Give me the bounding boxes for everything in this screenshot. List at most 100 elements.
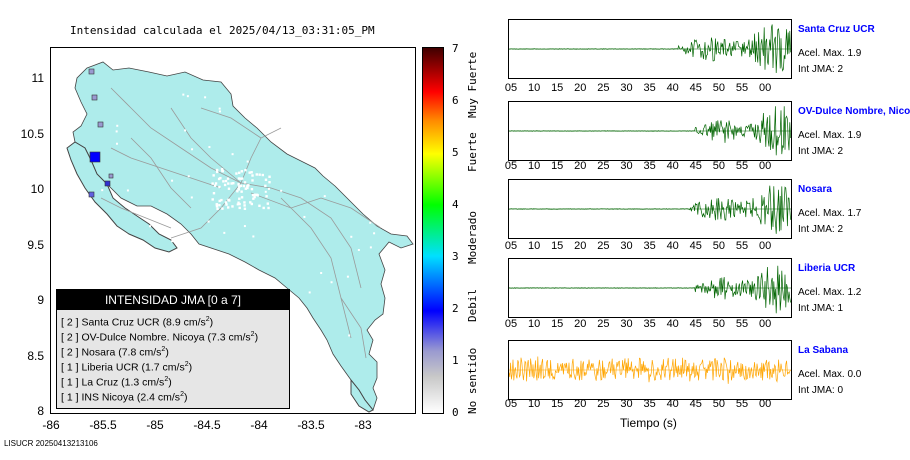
- city-dot: [101, 189, 104, 192]
- waveform-time-tick: 45: [689, 82, 702, 94]
- city-dot: [237, 177, 241, 180]
- city-dot: [331, 134, 334, 137]
- legend-accel-sup: 2: [250, 331, 255, 338]
- station-marker[interactable]: [91, 94, 98, 101]
- map-canvas: [66, 61, 414, 413]
- station-marker[interactable]: [97, 121, 104, 128]
- waveform-time-tick: 40: [666, 160, 679, 172]
- city-dot: [190, 196, 193, 199]
- road: [170, 107, 242, 184]
- city-dot: [255, 193, 259, 197]
- city-dot: [280, 189, 283, 192]
- city-dot: [330, 281, 333, 284]
- station-name: Liberia UCR: [798, 263, 856, 274]
- city-dot: [212, 192, 216, 195]
- colorbar-label-muy-fuerte: Muy Fuerte: [466, 51, 479, 118]
- city-dot: [282, 128, 285, 131]
- waveform-time-tick: 15: [551, 318, 564, 330]
- legend-station: Santa Cruz UCR: [81, 316, 160, 329]
- waveform-time-tick: 05: [504, 398, 518, 410]
- city-dot: [115, 142, 118, 145]
- city-dot: [184, 129, 187, 132]
- colorbar-number: 1: [452, 354, 459, 367]
- city-dot: [255, 173, 258, 176]
- map-y-tick: 10: [30, 182, 44, 196]
- city-dot: [308, 291, 311, 294]
- road: [200, 107, 262, 139]
- waveform-time-tick: 55: [735, 398, 749, 410]
- waveform-time-tick: 35: [643, 240, 656, 252]
- city-dot: [224, 179, 228, 183]
- city-dot: [171, 240, 174, 243]
- city-dot: [208, 146, 211, 149]
- intensity-legend: INTENSIDAD JMA [0 a 7] [ 2 ] Santa Cruz …: [56, 289, 290, 409]
- intensity-colorbar: [422, 47, 444, 414]
- station-marker[interactable]: [108, 173, 114, 179]
- waveform-time-tick: 00: [758, 160, 772, 172]
- legend-level: [ 2 ]: [61, 331, 79, 344]
- city-dot: [264, 184, 267, 188]
- waveform-time-tick: 30: [620, 160, 633, 172]
- station-marker[interactable]: [88, 191, 95, 198]
- city-dot: [258, 204, 261, 207]
- city-dot: [250, 187, 254, 191]
- station-marker[interactable]: [88, 68, 95, 75]
- city-dot: [266, 202, 270, 205]
- waveform-time-tick: 00: [758, 318, 772, 330]
- city-dot: [246, 160, 249, 163]
- waveform-panel[interactable]: [508, 19, 792, 79]
- waveform-panel[interactable]: [508, 258, 792, 318]
- station-accel-max: Acel. Max. 1.2: [798, 287, 862, 298]
- city-dot: [227, 187, 231, 190]
- waveform-panel[interactable]: [508, 340, 792, 400]
- city-dot: [251, 193, 255, 197]
- waveform-time-tick: 20: [574, 160, 587, 172]
- waveform-time-tick: 40: [666, 398, 679, 410]
- legend-level: [ 2 ]: [61, 316, 79, 329]
- city-dot: [251, 179, 254, 182]
- waveform-time-tick: 20: [574, 398, 587, 410]
- colorbar-label-no-sentido: No sentido: [466, 347, 479, 414]
- city-dot: [225, 203, 228, 206]
- city-dot: [264, 178, 268, 181]
- city-dot: [220, 198, 223, 202]
- legend-accel: (1.7 cm/s: [141, 361, 185, 374]
- waveform-time-tick: 25: [597, 240, 610, 252]
- city-dot: [243, 201, 246, 204]
- city-dot: [252, 235, 255, 238]
- city-dot: [240, 190, 243, 193]
- city-dot: [348, 334, 351, 337]
- city-dot: [247, 184, 250, 187]
- legend-accel: (1.3 cm/s: [121, 376, 165, 389]
- station-int-jma: Int JMA: 2: [798, 146, 844, 157]
- waveform-panel[interactable]: [508, 179, 792, 239]
- city-dot: [237, 183, 240, 186]
- station-name: OV-Dulce Nombre, Nico: [798, 106, 910, 117]
- legend-station: INS Nicoya: [81, 391, 134, 404]
- city-dot: [116, 124, 119, 127]
- city-dot: [237, 187, 240, 191]
- waveform-time-tick: 40: [666, 318, 679, 330]
- waveform-time-tick: 10: [527, 318, 541, 330]
- waveform-time-tick: 05: [504, 318, 518, 330]
- city-dot: [238, 185, 241, 188]
- city-dot: [244, 168, 247, 172]
- city-dot: [218, 203, 221, 207]
- city-dot: [216, 207, 219, 211]
- city-dot: [243, 207, 247, 210]
- city-dot: [214, 182, 218, 185]
- city-dot: [267, 206, 270, 210]
- waveform-time-tick: 00: [758, 398, 772, 410]
- city-dot: [171, 179, 174, 182]
- colorbar-label-moderado: Moderado: [466, 211, 479, 264]
- station-marker[interactable]: [104, 180, 111, 187]
- legend-level: [ 1 ]: [61, 361, 79, 374]
- city-dot: [212, 174, 215, 177]
- city-dot: [215, 168, 219, 172]
- waveform-panel[interactable]: [508, 101, 792, 161]
- station-marker[interactable]: [89, 151, 101, 163]
- waveform-time-tick: 10: [527, 240, 541, 252]
- city-dot: [220, 168, 224, 171]
- waveform-time-tick: 45: [689, 240, 702, 252]
- station-name: Nosara: [798, 184, 832, 195]
